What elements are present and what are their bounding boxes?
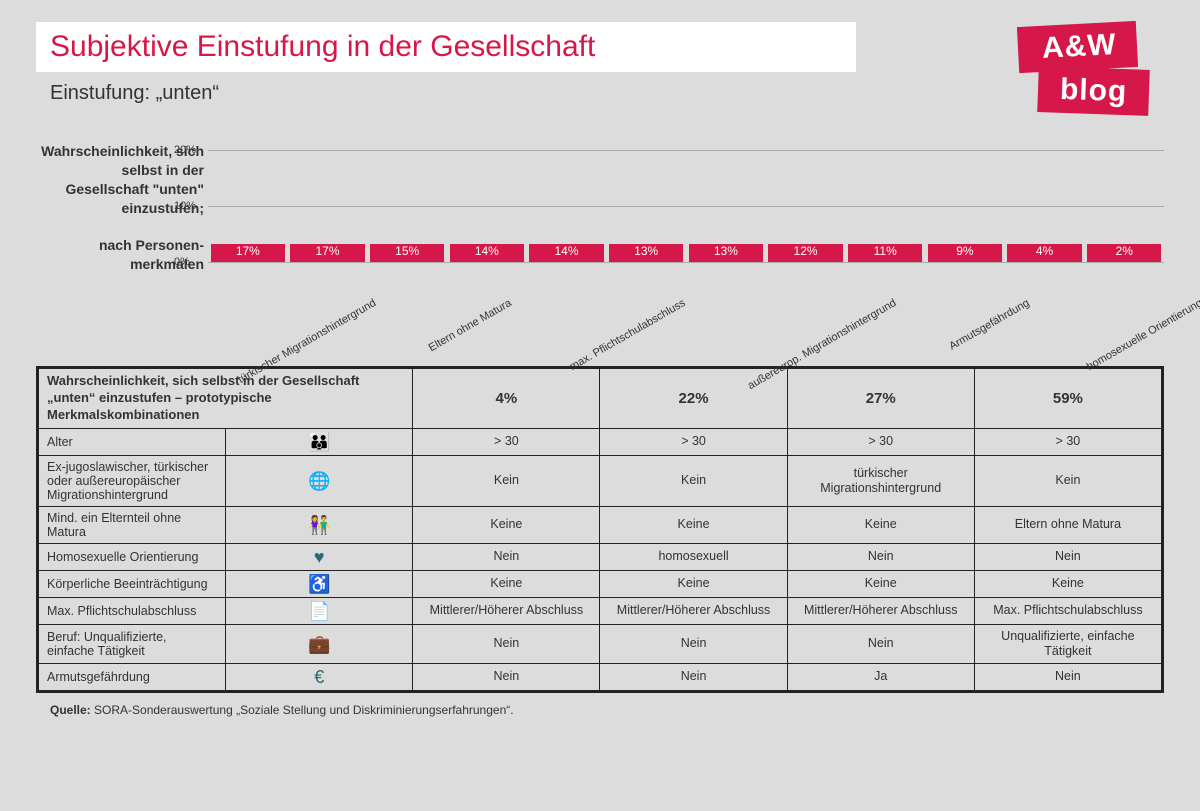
family-icon: 👪 <box>226 428 413 455</box>
bar-rect: 13% <box>609 244 683 262</box>
page-subtitle: Einstufung: „unten“ <box>50 82 994 105</box>
row-label: Körperliche Beeinträchtigung <box>39 570 226 597</box>
y-tick-label: 20% <box>174 144 196 156</box>
table-cell: Nein <box>413 543 600 570</box>
logo-line-2: blog <box>1037 66 1150 116</box>
header: Subjektive Einstufung in der Gesellschaf… <box>36 22 1164 116</box>
parents-icon: 👫 <box>226 506 413 543</box>
bar-rect: 17% <box>290 244 364 262</box>
source-label: Quelle: <box>50 703 91 717</box>
table-cell: Mittlerer/Höherer Abschluss <box>413 597 600 624</box>
y-tick-label: 10% <box>174 200 196 212</box>
table-cell: Nein <box>787 543 974 570</box>
table-row: Mind. ein Elternteil ohne Matura👫KeineKe… <box>39 506 1162 543</box>
row-label: Armutsgefährdung <box>39 663 226 690</box>
euro-icon: € <box>226 663 413 690</box>
table-row: Armutsgefährdung€NeinNeinJaNein <box>39 663 1162 690</box>
row-label: Max. Pflichtschulabschluss <box>39 597 226 624</box>
table-cell: Nein <box>974 663 1161 690</box>
bar-chart: Wahrscheinlichkeit, sich selbst in der G… <box>36 140 1164 274</box>
table-cell: Nein <box>600 663 787 690</box>
table-cell: Nein <box>600 624 787 663</box>
chart-plot-area: 0%10%20% 17%17%15%14%14%13%13%12%11%9%4%… <box>208 140 1164 272</box>
gridline <box>208 262 1164 263</box>
table-row: Körperliche Beeinträchtigung♿KeineKeineK… <box>39 570 1162 597</box>
bar: 4% <box>1007 244 1083 262</box>
bar: 11% <box>847 244 923 262</box>
page-title: Subjektive Einstufung in der Gesellschaf… <box>50 30 838 64</box>
row-label: Mind. ein Elternteil ohne Matura <box>39 506 226 543</box>
bar: 13% <box>688 244 764 262</box>
table-cell: Keine <box>413 570 600 597</box>
row-label: Alter <box>39 428 226 455</box>
row-label: Beruf: Unqualifizierte, einfache Tätigke… <box>39 624 226 663</box>
table-row: Max. Pflichtschulabschluss📄Mittlerer/Höh… <box>39 597 1162 624</box>
bar-rect: 4% <box>1007 244 1081 262</box>
bar: 13% <box>608 244 684 262</box>
bar-rect: 17% <box>211 244 285 262</box>
briefcase-icon: 💼 <box>226 624 413 663</box>
title-block: Subjektive Einstufung in der Gesellschaf… <box>36 22 994 105</box>
bar-rect: 11% <box>848 244 922 262</box>
table-cell: Nein <box>787 624 974 663</box>
wheelchair-icon: ♿ <box>226 570 413 597</box>
table-cell: Keine <box>974 570 1161 597</box>
table-cell: Keine <box>600 506 787 543</box>
table-cell: Mittlerer/Höherer Abschluss <box>600 597 787 624</box>
table-cell: homosexuell <box>600 543 787 570</box>
bar-rect: 14% <box>529 244 603 262</box>
logo: A&W blog <box>1014 22 1164 116</box>
table-cell: Kein <box>413 455 600 506</box>
bar: 17% <box>210 244 286 262</box>
table-cell: Kein <box>974 455 1161 506</box>
bar-rect: 9% <box>928 244 1002 262</box>
bar: 2% <box>1086 244 1162 262</box>
table-cell: Ja <box>787 663 974 690</box>
heart-icon: ♥ <box>226 543 413 570</box>
bar-rect: 2% <box>1087 244 1161 262</box>
table-cell: > 30 <box>413 428 600 455</box>
table-cell: Keine <box>600 570 787 597</box>
bar-rect: 13% <box>689 244 763 262</box>
bars-container: 17% 17% 15% 14% 14% 13% 13% 12% 11% 9% 4% 2% <box>208 150 1164 262</box>
logo-line-1: A&W <box>1017 21 1138 73</box>
bar: 15% <box>369 244 445 262</box>
table-cell: Nein <box>413 663 600 690</box>
source-line: Quelle: SORA-Sonderauswertung „Soziale S… <box>50 703 1164 717</box>
bar-rect: 14% <box>450 244 524 262</box>
table-row: Alter👪> 30> 30> 30> 30 <box>39 428 1162 455</box>
y-tick-label: 0% <box>174 256 190 268</box>
bar: 9% <box>927 244 1003 262</box>
bar: 14% <box>529 244 605 262</box>
table-cell: > 30 <box>600 428 787 455</box>
x-axis-labels: türkischer MigrationshintergrundEltern o… <box>208 274 1164 364</box>
table-cell: Kein <box>600 455 787 506</box>
table-cell: türkischer Migrationshintergrund <box>787 455 974 506</box>
bar: 14% <box>449 244 525 262</box>
table-cell: Max. Pflichtschulabschluss <box>974 597 1161 624</box>
table-row: Beruf: Unqualifizierte, einfache Tätigke… <box>39 624 1162 663</box>
table-cell: Nein <box>974 543 1161 570</box>
source-text: SORA-Sonderauswertung „Soziale Stellung … <box>94 703 514 717</box>
row-label: Homosexuelle Orientierung <box>39 543 226 570</box>
table-cell: Unqualifizierte, einfache Tätigkeit <box>974 624 1161 663</box>
bar-rect: 15% <box>370 244 444 262</box>
table-cell: Keine <box>787 506 974 543</box>
table-cell: Keine <box>787 570 974 597</box>
title-bar: Subjektive Einstufung in der Gesellschaf… <box>36 22 856 72</box>
bar-rect: 12% <box>768 244 842 262</box>
table-row: Homosexuelle Orientierung♥Neinhomosexuel… <box>39 543 1162 570</box>
bar: 17% <box>290 244 366 262</box>
document-icon: 📄 <box>226 597 413 624</box>
table-row: Ex-jugoslawischer, türkischer oder außer… <box>39 455 1162 506</box>
table-cell: Mittlerer/Höherer Abschluss <box>787 597 974 624</box>
bar: 12% <box>768 244 844 262</box>
table-cell: Nein <box>413 624 600 663</box>
globe-icon: 🌐 <box>226 455 413 506</box>
table-cell: Eltern ohne Matura <box>974 506 1161 543</box>
table-cell: Keine <box>413 506 600 543</box>
row-label: Ex-jugoslawischer, türkischer oder außer… <box>39 455 226 506</box>
